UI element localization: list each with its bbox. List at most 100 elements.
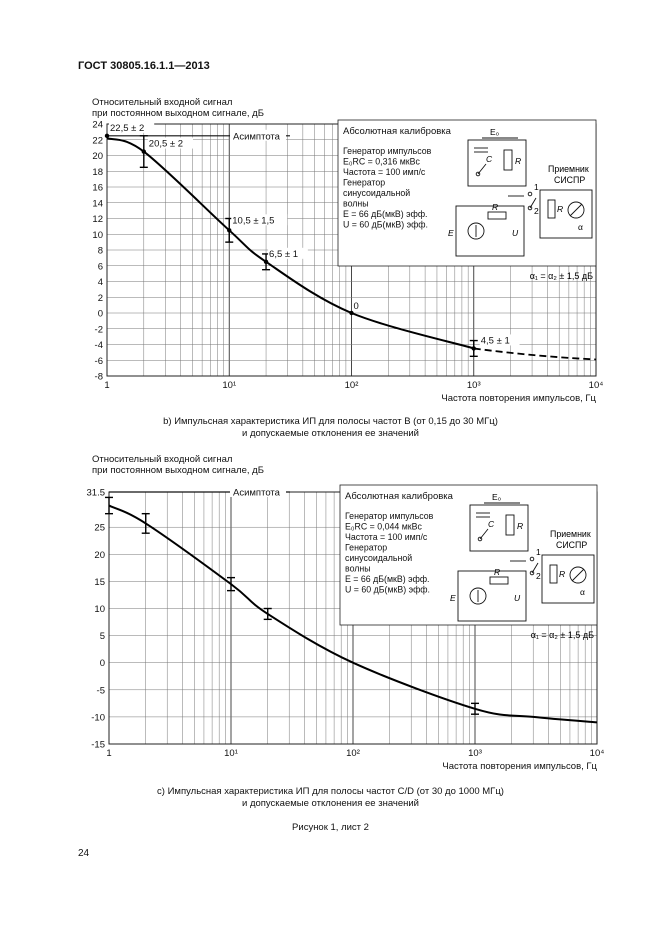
chart-c-sw-contact — [529, 570, 535, 576]
chart-c-caption-line-2: и допускаемые отклонения ее значений — [242, 798, 419, 809]
chart-c-receiver-resistor — [549, 564, 558, 584]
chart-b-ylabel-line-2: при постоянном выходном сигнале, дБ — [92, 108, 264, 119]
chart-b-caption: b) Импульсная характеристика ИП для поло… — [0, 416, 661, 440]
chart-c-ytick-label: 25 — [94, 523, 105, 534]
chart-b-ytick-label: 0 — [98, 309, 103, 320]
chart-c-asymptote-label: Асимптота — [233, 488, 281, 499]
chart-b-data-point — [349, 310, 354, 316]
chart-c-caption: с) Импульсная характеристика ИП для поло… — [0, 786, 661, 810]
chart-c-ylabel: Относительный входной сигнал при постоян… — [92, 454, 264, 476]
chart-b-xtick-label: 10³ — [467, 380, 481, 391]
chart-b-point-label: 6,5 ± 1 — [269, 249, 298, 260]
chart-b-ytick-label: 12 — [92, 214, 103, 225]
chart-b-ytick-label: 24 — [92, 120, 103, 131]
chart-c-u-label: U — [514, 593, 521, 603]
chart-c-inset-line: синусоидальной — [345, 553, 412, 563]
chart-c-ytick-label: -10 — [91, 712, 105, 723]
chart-b-meter-icon — [567, 201, 585, 219]
chart-c-xtick-label: 10¹ — [224, 748, 238, 759]
page-number: 24 — [78, 848, 90, 859]
chart-b-inset-line: волны — [343, 199, 369, 209]
chart-b-inset-box — [337, 119, 597, 267]
chart-b-switch-arm — [477, 163, 487, 175]
chart-b-sw-arm — [529, 197, 537, 209]
chart-b-ylabel: Относительный входной сигнал при постоян… — [92, 97, 264, 119]
chart-c-resistor-1 — [505, 514, 515, 536]
chart-b-data-point — [263, 259, 269, 265]
chart-c-ytick-label: 31.5 — [87, 488, 106, 499]
chart-c-switch-contact — [477, 536, 483, 542]
chart-c-c-label: C — [488, 519, 495, 529]
chart-c-ytick-label: 0 — [100, 658, 105, 669]
chart-b-data-point — [104, 133, 110, 139]
chart-b-sw-contact — [527, 191, 533, 197]
chart-b-point-label-bg — [268, 247, 308, 259]
chart-b-inset-line: E = 66 дБ(мкВ) эфф. — [343, 209, 428, 219]
chart-c-sw-contact — [529, 556, 535, 562]
chart-b-point-label: 0 — [354, 301, 359, 312]
chart-c-inset-line: Частота = 100 имп/с — [345, 532, 428, 542]
chart-b-sw2-label: 2 — [534, 206, 539, 216]
chart-c-sine-source — [469, 587, 487, 605]
chart-b-inset-line: Частота = 100 имп/с — [343, 167, 426, 177]
chart-b-point-label: 4,5 ± 1 — [481, 335, 510, 346]
chart-c-e-label: E — [450, 593, 456, 603]
chart-b-r-label: R — [515, 156, 521, 166]
chart-b-u-label: U — [512, 228, 519, 238]
chart-b-receiver-resistor — [547, 199, 556, 219]
chart-b-xlabel: Частота повторения импульсов, Гц — [441, 393, 596, 404]
chart-b-point-label-bg — [147, 137, 194, 149]
chart-b-inset-line: синусоидальной — [343, 188, 410, 198]
chart-c-sine-gen-box — [457, 570, 527, 622]
chart-b-ytick-label: 4 — [98, 277, 103, 288]
chart-b-receiver-line: СИСПР — [554, 175, 585, 185]
chart-c-asymptote-label-bg — [230, 486, 286, 497]
chart-b-data-point — [471, 346, 476, 351]
chart-b-ylabel-line-1: Относительный входной сигнал — [92, 97, 233, 108]
chart-c-r-label: R — [517, 521, 523, 531]
chart-b-r2-label: R — [492, 202, 498, 212]
chart-b-point-label-bg — [352, 300, 360, 311]
chart-c-r2-label: R — [494, 567, 500, 577]
chart-b-ytick-label: 16 — [92, 183, 103, 194]
chart-b-xtick-label: 10² — [345, 380, 359, 391]
chart-b-sw-contact — [527, 205, 533, 211]
chart-b-curve-dashed — [473, 347, 597, 361]
chart-b-inset-line: E₀RC = 0,316 мкВс — [343, 157, 420, 167]
chart-c-xtick-label: 10³ — [468, 748, 482, 759]
chart-c-pulse-gen-box — [469, 504, 529, 552]
chart-b-point-label-bg — [231, 214, 288, 226]
chart-b-inset-line: U = 60 дБ(мкВ) эфф. — [343, 220, 428, 230]
chart-b-point-label: 10,5 ± 1,5 — [232, 215, 274, 226]
chart-b-caption-line-2: и допускаемые отклонения ее значений — [242, 428, 419, 439]
chart-c-caption-line-1: с) Импульсная характеристика ИП для поло… — [157, 786, 504, 797]
chart-c-switch-arm — [479, 528, 489, 540]
chart-b-resistor-1 — [503, 149, 513, 171]
chart-b-alpha-label: α — [578, 222, 583, 232]
chart-c-ytick-label: -5 — [97, 685, 105, 696]
chart-c-inset-title: Абсолютная калибровка — [345, 491, 454, 502]
chart-b-receiver-line: Приемник — [548, 164, 589, 174]
document-code: ГОСТ 30805.16.1.1—2013 — [78, 60, 210, 72]
chart-c-receiver-line: Приемник — [550, 529, 591, 539]
chart-b-xtick-label: 10⁴ — [589, 380, 604, 391]
chart-b-data-point — [227, 228, 232, 233]
chart-b-sine-source — [467, 222, 485, 240]
chart-c-xtick-label: 10⁴ — [590, 748, 605, 759]
chart-c-inset-line: Генератор — [345, 543, 387, 553]
chart-c-inset-line: U = 60 дБ(мкВ) эфф. — [345, 585, 430, 595]
chart-b-point-label: 20,5 ± 2 — [149, 139, 183, 150]
chart-c-resistor-2 — [489, 576, 509, 585]
chart-b-c-label: C — [486, 154, 493, 164]
chart-c-inset-line: E₀RC = 0,044 мкВс — [345, 522, 422, 532]
chart-b-sine-gen-box — [455, 205, 525, 257]
chart-c-ylabel-line-2: при постоянном выходном сигнале, дБ — [92, 465, 264, 476]
chart-b-ytick-label: 14 — [92, 198, 103, 209]
chart-b-ytick-label: 8 — [98, 246, 103, 257]
chart-c-alpha-label: α — [580, 587, 585, 597]
chart-c-xtick-label: 1 — [106, 748, 111, 759]
chart-b-ytick-label: -2 — [95, 324, 103, 335]
chart-b-rr-label: R — [557, 204, 563, 214]
chart-b-sw1-label: 1 — [534, 182, 539, 192]
